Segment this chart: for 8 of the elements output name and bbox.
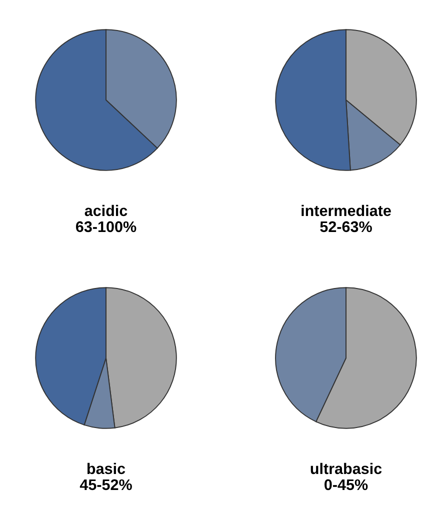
text: acidic xyxy=(84,204,128,216)
text: ultrabasic xyxy=(310,462,382,474)
text: 0-45% xyxy=(324,479,368,490)
text: 45-52% xyxy=(80,479,132,490)
text: intermediate xyxy=(302,204,391,216)
text: 52-63% xyxy=(320,221,372,232)
text: 63-100% xyxy=(76,221,136,232)
text: basic xyxy=(87,462,126,474)
